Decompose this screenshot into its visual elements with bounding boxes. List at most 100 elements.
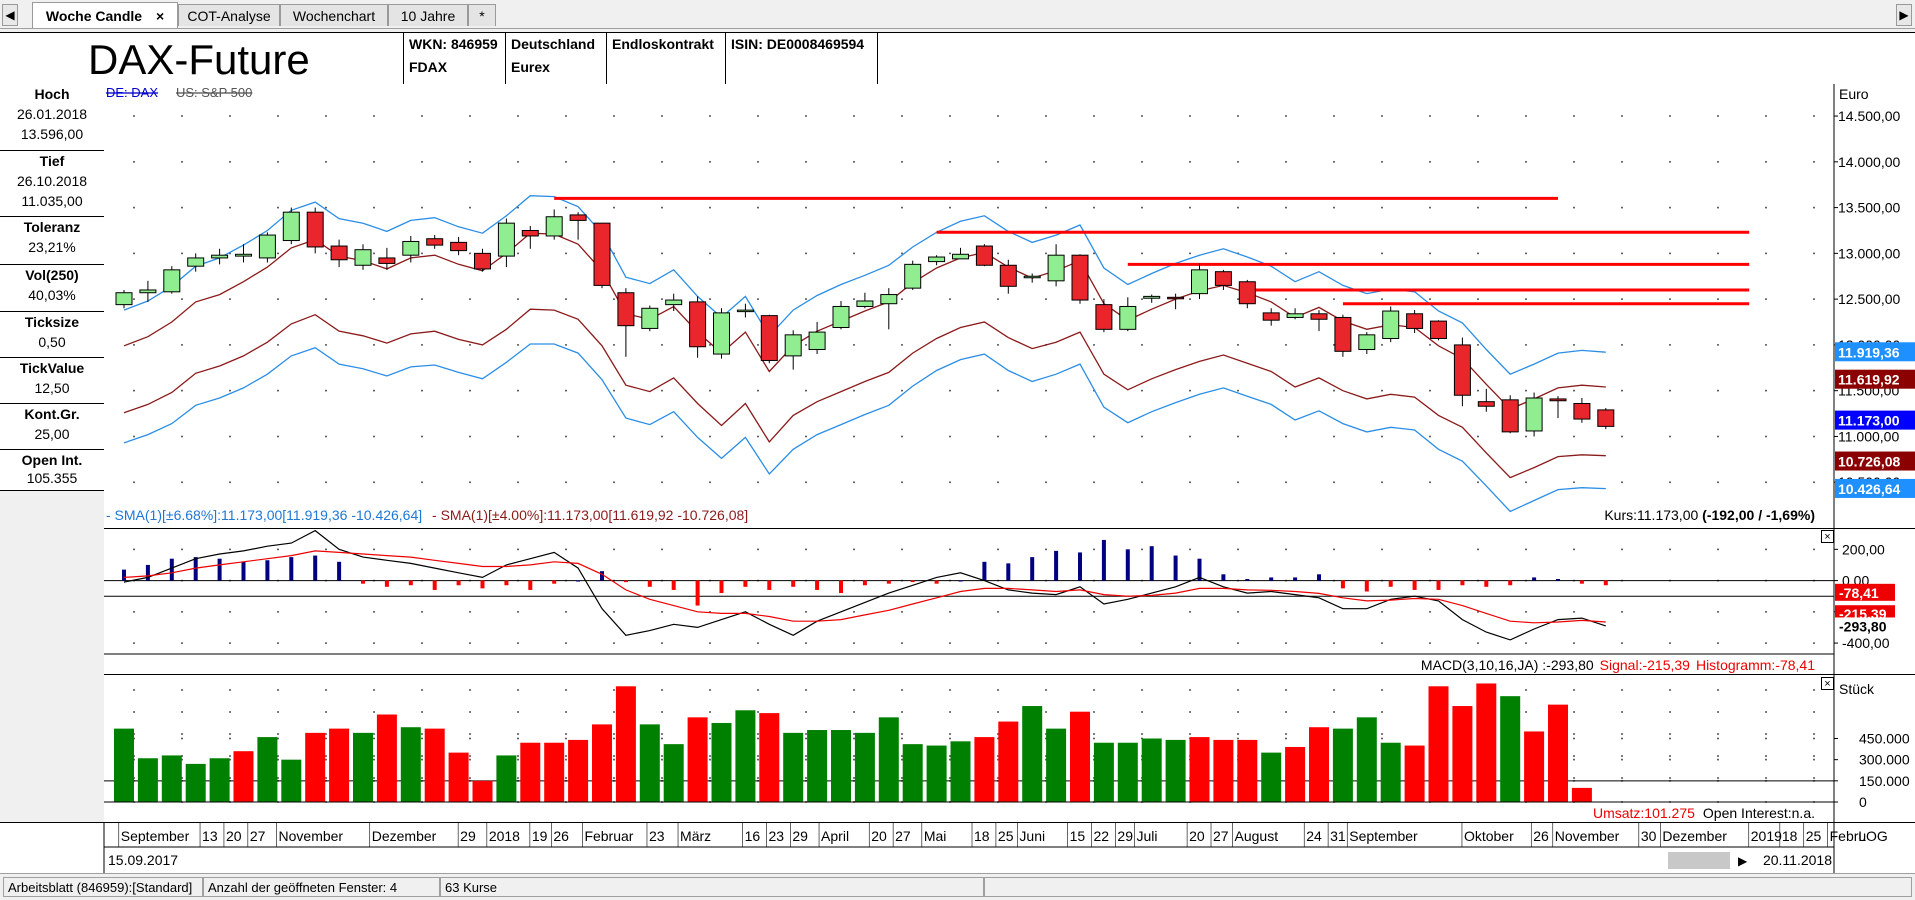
tab-woche-candle[interactable]: Woche Candle ×: [32, 2, 178, 28]
grid-dot: [1525, 435, 1527, 438]
grid-dot: [997, 642, 999, 645]
grid-dot: [277, 481, 279, 484]
volume-chart[interactable]: 450.000 300.000 150.000 0 Stück Umsatz:101.…: [104, 675, 1915, 823]
volume-bar: [1117, 742, 1138, 802]
grid-dot: [1045, 711, 1047, 713]
stat-vol: Vol(250) 40,03%: [0, 265, 104, 312]
macd-chart[interactable]: 200,000,00-400,00 -78,41-215,39-293,80 M…: [104, 529, 1915, 675]
grid-dot: [1669, 737, 1671, 740]
tab-cot-analyse[interactable]: COT-Analyse: [178, 4, 280, 26]
grid-dot: [181, 481, 183, 484]
price-marker-box: [1835, 478, 1915, 498]
grid-dot: [1621, 389, 1623, 392]
volume-panel[interactable]: 450.000 300.000 150.000 0 Stück Umsatz:101.…: [104, 674, 1915, 823]
grid-dot: [1525, 389, 1527, 392]
volume-bar: [448, 752, 469, 802]
macd-hist-bar: [169, 558, 174, 581]
grid-dot: [997, 115, 999, 118]
macd-close-icon[interactable]: ×: [1821, 530, 1834, 543]
candle-body: [163, 269, 181, 293]
volume-bar: [759, 713, 780, 802]
kurs-value: Kurs:11.173,00: [1604, 507, 1702, 523]
price-marker-label: 11.619,92: [1838, 372, 1900, 388]
grid-dot: [1381, 252, 1383, 255]
grid-dot: [709, 343, 711, 346]
grid-dot: [1573, 777, 1575, 779]
x-tick-label: 16: [745, 828, 761, 844]
price-panel[interactable]: 14.500,00 14.000,00 13.500,00 13.000,00 12.5…: [104, 84, 1915, 528]
grid-dot: [133, 689, 135, 691]
grid-dot: [949, 343, 951, 346]
grid-dot: [1765, 115, 1767, 118]
grid-dot: [1093, 252, 1095, 255]
volume-bar: [1404, 745, 1425, 802]
grid-dot: [325, 548, 327, 551]
macd-hist-bar: [886, 580, 891, 584]
stat-tief-date: 26.10.2018: [16, 173, 88, 189]
grid-dot: [1573, 737, 1575, 740]
candle-body: [928, 256, 946, 263]
range-scrollbar-thumb[interactable]: [1668, 852, 1730, 869]
grid-dot: [805, 548, 807, 551]
tab-close-icon[interactable]: ×: [155, 8, 165, 24]
tab-scroll-left-button[interactable]: ◀: [2, 4, 18, 26]
macd-readout: MACD(3,10,16,JA) :-293,80 Signal:-215,39 H…: [1421, 657, 1815, 673]
grid-dot: [1573, 733, 1575, 735]
grid-dot: [325, 711, 327, 713]
range-scroll-right-icon[interactable]: ▶: [1738, 854, 1748, 868]
grid-dot: [1237, 689, 1239, 691]
grid-dot: [853, 343, 855, 346]
x-tick-label: 2018: [489, 828, 520, 844]
price-chart[interactable]: 14.500,00 14.000,00 13.500,00 13.000,00 12.5…: [104, 84, 1915, 528]
grid-dot: [949, 160, 951, 163]
grid-dot: [421, 435, 423, 438]
volume-bar: [520, 742, 541, 802]
grid-dot: [757, 711, 759, 713]
grid-dot: [1333, 115, 1335, 118]
grid-dot: [469, 298, 471, 301]
grid-dot: [613, 777, 615, 779]
legend-sp500[interactable]: US: S&P 500: [176, 85, 252, 100]
grid-dot: [325, 777, 327, 779]
grid-dot: [949, 711, 951, 713]
stat-ticksize: Ticksize 0,50: [0, 312, 104, 358]
grid-dot: [805, 610, 807, 613]
status-empty: [984, 877, 1912, 897]
x-tick-label: Mai: [924, 828, 947, 844]
log-scale-toggle[interactable]: LOG: [1858, 828, 1888, 844]
grid-dot: [325, 343, 327, 346]
macd-panel[interactable]: 200,00 0,00 -400,00 -78,41 -215,39 -293,80 M…: [104, 528, 1915, 675]
volume-bar: [1261, 752, 1282, 802]
tab-scroll-right-button[interactable]: ▶: [1896, 4, 1912, 26]
grid-dot: [325, 689, 327, 691]
grid-dot: [901, 298, 903, 301]
grid-dot: [1669, 758, 1671, 761]
tab-new[interactable]: *: [468, 4, 496, 26]
macd-hist-bar: [1101, 539, 1106, 581]
grid-dot: [181, 610, 183, 613]
wkn-label: WKN: 846959: [409, 36, 498, 52]
tab-10-jahre[interactable]: 10 Jahre: [388, 4, 468, 26]
macd-hist-bar: [1556, 579, 1560, 581]
grid-dot: [901, 642, 903, 645]
grid-dot: [1285, 642, 1287, 645]
grid-dot: [853, 733, 855, 735]
time-axis[interactable]: September 13 20 27 November Dezember 29 2018 19 2…: [0, 822, 1915, 874]
grid-dot: [1093, 343, 1095, 346]
candle-body: [952, 253, 969, 260]
candle-body: [1382, 310, 1400, 339]
volume-close-icon[interactable]: ×: [1821, 677, 1834, 690]
legend-dax[interactable]: DE: DAX: [106, 85, 158, 100]
status-kurse: 63 Kurse: [440, 877, 984, 897]
grid-dot: [1045, 389, 1047, 392]
tab-wochenchart[interactable]: Wochenchart: [280, 4, 388, 26]
grid-dot: [229, 711, 231, 713]
grid-dot: [1285, 343, 1287, 346]
grid-dot: [1813, 610, 1815, 613]
candle-body: [832, 305, 850, 329]
grid-dot: [1621, 755, 1623, 757]
grid-dot: [1237, 642, 1239, 645]
grid-dot: [421, 115, 423, 118]
time-axis-chart[interactable]: September 13 20 27 November Dezember 29 2018 19 2…: [0, 823, 1915, 874]
grid-dot: [1477, 389, 1479, 392]
